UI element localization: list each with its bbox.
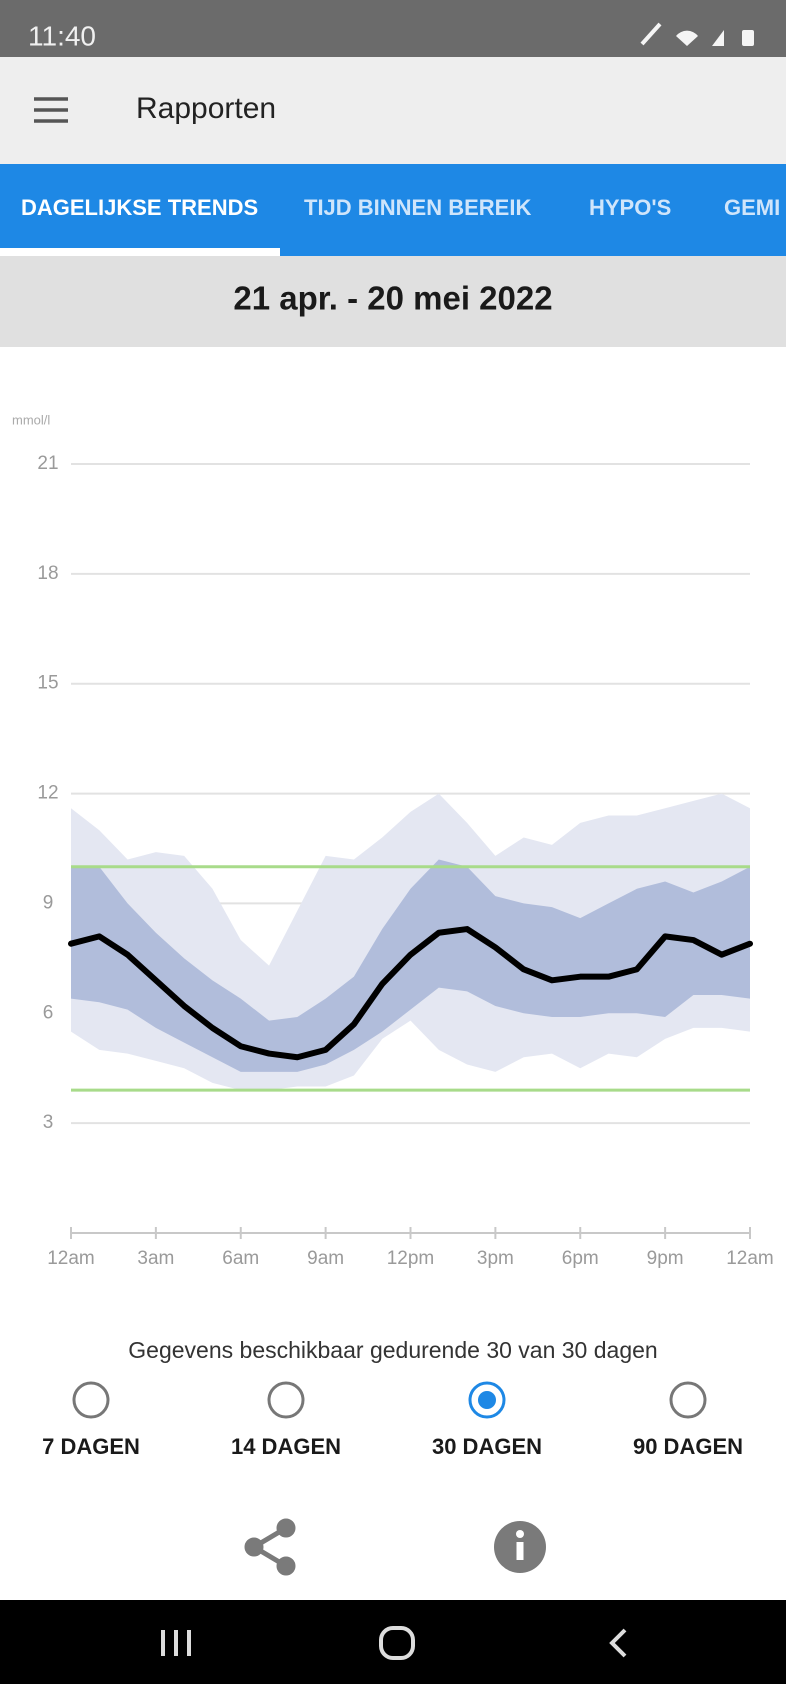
tab[interactable]: TIJD BINNEN BEREIK — [304, 195, 531, 220]
tab-indicator — [0, 248, 280, 256]
back-button[interactable] — [609, 1628, 627, 1658]
period-label[interactable]: 7 DAGEN — [42, 1434, 140, 1459]
availability-note: Gegevens beschikbaar gedurende 30 van 30… — [128, 1337, 657, 1363]
y-tick-label: 21 — [37, 453, 58, 474]
x-tick-label: 6pm — [562, 1248, 599, 1269]
x-tick-label: 9am — [307, 1248, 344, 1269]
info-button[interactable] — [494, 1521, 546, 1573]
y-tick-label: 12 — [37, 783, 58, 804]
median-line — [68, 926, 753, 1061]
recent-apps-button[interactable] — [161, 1630, 191, 1656]
x-tick-label: 9pm — [647, 1248, 684, 1269]
x-tick-label: 3am — [137, 1248, 174, 1269]
y-tick-label: 3 — [43, 1112, 54, 1133]
period-radio[interactable] — [72, 1381, 110, 1419]
y-tick-label: 9 — [43, 892, 54, 913]
tab-bar — [0, 164, 786, 256]
tab-list: DAGELIJKSE TRENDS TIJD BINNEN BEREIK HYPO'… — [0, 195, 780, 256]
app-bar — [0, 57, 786, 164]
period-radio[interactable] — [669, 1381, 707, 1419]
x-tick-label: 12am — [47, 1248, 95, 1269]
y-axis-label: mmol/l — [12, 412, 50, 427]
date-range: 21 apr. - 20 mei 2022 — [233, 280, 552, 317]
app-title: Rapporten — [136, 92, 276, 125]
tab[interactable]: DAGELIJKSE TRENDS — [21, 195, 258, 220]
x-tick-label: 6am — [222, 1248, 259, 1269]
navigation-bar — [0, 1600, 786, 1684]
y-tick-label: 15 — [37, 673, 58, 694]
y-tick-label: 6 — [43, 1002, 54, 1023]
date-bar — [0, 256, 786, 347]
period-radio[interactable] — [267, 1381, 305, 1419]
x-tick-label: 12pm — [387, 1248, 435, 1269]
menu-button[interactable] — [34, 97, 68, 123]
period-label[interactable]: 14 DAGEN — [231, 1434, 341, 1459]
period-options: 7 DAGEN 14 DAGEN 30 DAGEN 90 DAGEN — [42, 1381, 743, 1459]
share-button[interactable] — [244, 1518, 296, 1576]
status-icons — [640, 22, 754, 46]
period-radio[interactable] — [468, 1381, 506, 1419]
y-tick-label: 18 — [37, 563, 58, 584]
x-tick-label: 12am — [726, 1248, 774, 1269]
status-bar — [0, 0, 786, 57]
period-radio-dot — [478, 1391, 496, 1409]
period-label[interactable]: 90 DAGEN — [633, 1434, 743, 1459]
tab[interactable]: HYPO'S — [589, 195, 671, 220]
status-time: 11:40 — [28, 20, 96, 51]
tab[interactable]: GEMI — [724, 195, 780, 220]
x-tick-label: 3pm — [477, 1248, 514, 1269]
percentile-band — [71, 859, 750, 1072]
home-button[interactable] — [379, 1626, 415, 1660]
chart: mmol/l 3 6 9 12 15 18 21 12am 3am 6am 9am 12pm 3pm 6p… — [12, 412, 774, 1269]
period-label[interactable]: 30 DAGEN — [432, 1434, 542, 1459]
